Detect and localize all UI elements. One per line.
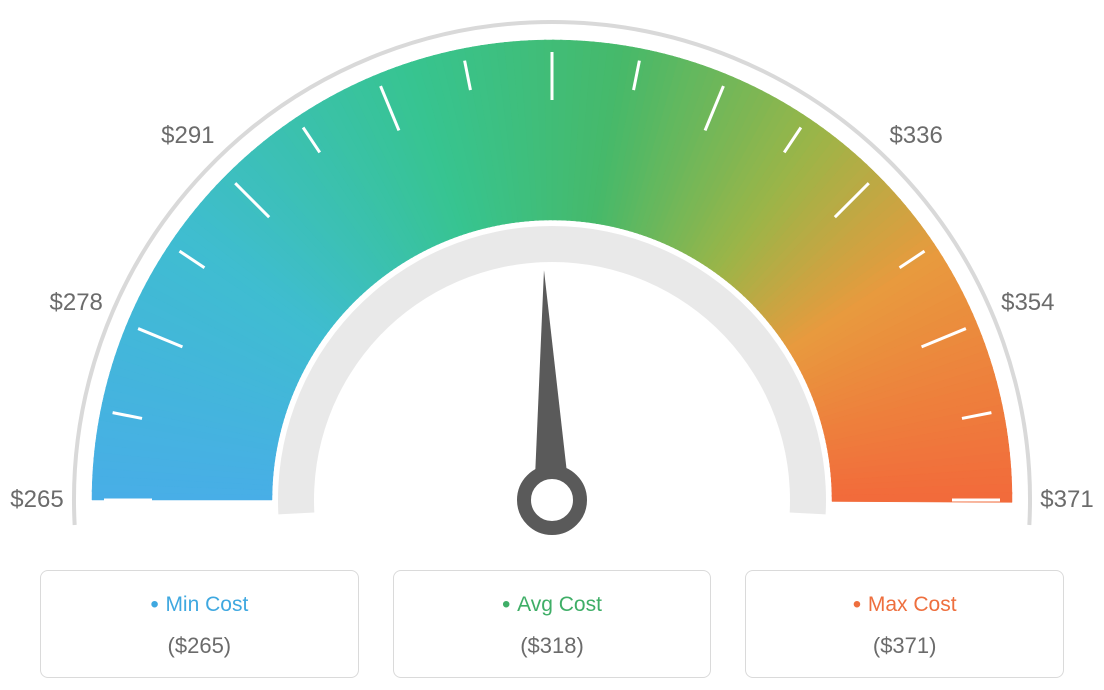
gauge-tick-label: $291 <box>161 122 214 150</box>
gauge-tick-label: $336 <box>889 122 942 150</box>
gauge-tick-label: $278 <box>49 289 102 317</box>
gauge-tick-label: $371 <box>1040 486 1093 514</box>
legend-card-max: Max Cost ($371) <box>745 570 1064 678</box>
legend-card-avg: Avg Cost ($318) <box>393 570 712 678</box>
gauge-tick-label: $354 <box>1001 289 1054 317</box>
legend-title-avg: Avg Cost <box>404 591 701 619</box>
legend-title-min: Min Cost <box>51 591 348 619</box>
gauge-tick-label: $265 <box>10 486 63 514</box>
legend-card-min: Min Cost ($265) <box>40 570 359 678</box>
legend-title-max: Max Cost <box>756 591 1053 619</box>
legend-value-max: ($371) <box>756 633 1053 659</box>
legend-value-min: ($265) <box>51 633 348 659</box>
legend-row: Min Cost ($265) Avg Cost ($318) Max Cost… <box>0 570 1104 678</box>
gauge-chart: $265$278$291$318$336$354$371 <box>0 0 1104 540</box>
gauge-svg <box>0 0 1104 540</box>
legend-value-avg: ($318) <box>404 633 701 659</box>
